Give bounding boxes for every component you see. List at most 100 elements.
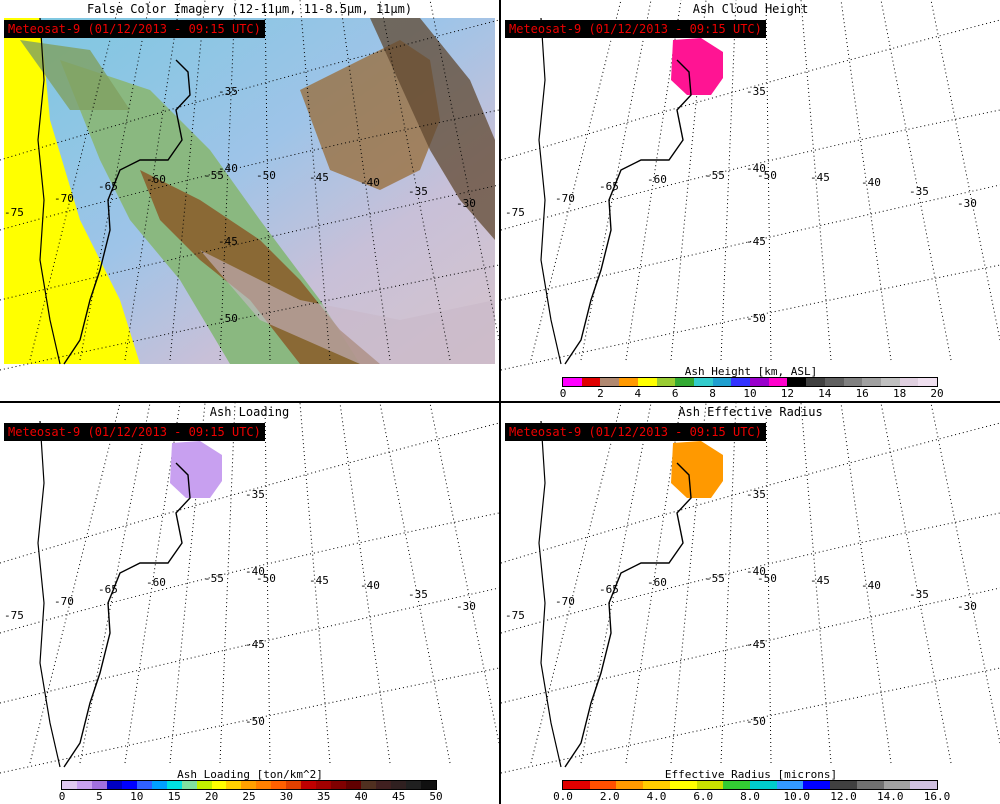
colorbar-tick-label: 4.0 <box>646 790 667 803</box>
colorbar-swatch <box>693 378 713 386</box>
colorbar-title: Ash Loading [ton/km^2] <box>177 768 323 781</box>
svg-text:-45: -45 <box>218 235 238 248</box>
colorbar-swatch <box>390 781 406 789</box>
colorbar-swatch <box>750 378 769 386</box>
colorbar-tick-label: 2 <box>597 387 604 400</box>
svg-text:-45: -45 <box>810 171 830 184</box>
colorbar-swatch <box>675 378 694 386</box>
satellite-timestamp-tag: Meteosat-9 (01/12/2013 - 09:15 UTC) <box>4 423 265 441</box>
colorbar-tick-label: 15 <box>167 790 181 803</box>
svg-text:-45: -45 <box>746 235 766 248</box>
svg-text:-60: -60 <box>146 576 166 589</box>
colorbar-swatch <box>62 781 77 789</box>
svg-text:-75: -75 <box>505 609 525 622</box>
colorbar-swatch <box>376 781 391 789</box>
ash-radius-map: -35 -40 -45 -50 -75 -70 -65 -60 -55 -50 … <box>501 403 1000 774</box>
colorbar-tick-label: 4 <box>634 387 642 400</box>
svg-text:-35: -35 <box>909 185 929 198</box>
colorbar-tick-label: 45 <box>391 790 406 803</box>
satellite-timestamp-tag: Meteosat-9 (01/12/2013 - 09:15 UTC) <box>4 20 265 38</box>
svg-text:-45: -45 <box>245 638 265 651</box>
colorbar-swatch <box>637 378 657 386</box>
svg-text:-50: -50 <box>218 312 238 325</box>
false-color-image: -35 -40 -45 -50 -75 -70 -65 -60 -55 -50 … <box>0 0 499 371</box>
svg-text:-45: -45 <box>810 574 830 587</box>
colorbar-swatch <box>331 781 347 789</box>
colorbar-tick-label: 40 <box>354 790 368 803</box>
colorbar-tick-label: 35 <box>317 790 331 803</box>
svg-text:-70: -70 <box>555 595 575 608</box>
svg-text:-35: -35 <box>245 488 265 501</box>
svg-text:-50: -50 <box>746 312 766 325</box>
colorbar-swatch <box>136 781 152 789</box>
colorbar-swatch <box>862 378 881 386</box>
svg-text:-50: -50 <box>757 169 777 182</box>
colorbar-swatch <box>787 378 807 386</box>
svg-text:-50: -50 <box>256 169 276 182</box>
colorbar-tick-label: 12.0 <box>830 790 857 803</box>
colorbar-swatch <box>271 781 287 789</box>
colorbar-swatch <box>405 781 421 789</box>
svg-text:-60: -60 <box>146 173 166 186</box>
colorbar-tick-label: 10 <box>743 387 757 400</box>
svg-text:-35: -35 <box>408 185 428 198</box>
colorbar-swatch <box>91 781 107 789</box>
ash-height-map: -35 -40 -45 -50 -75 -70 -65 -60 -55 -50 … <box>501 0 1000 371</box>
false-color-panel: -35 -40 -45 -50 -75 -70 -65 -60 -55 -50 … <box>0 0 499 401</box>
colorbar-swatch <box>856 781 884 789</box>
panel-title: Ash Loading <box>209 405 290 419</box>
panel-title: Ash Effective Radius <box>678 405 823 419</box>
colorbar-swatch <box>616 781 644 789</box>
svg-text:-40: -40 <box>218 162 238 175</box>
colorbar-swatch <box>563 781 590 789</box>
colorbar-swatch <box>600 378 620 386</box>
colorbar-swatch <box>256 781 272 789</box>
colorbar-swatch <box>563 378 582 386</box>
ash-radius-panel: -35 -40 -45 -50 -75 -70 -65 -60 -55 -50 … <box>501 403 1000 804</box>
svg-text:-45: -45 <box>746 638 766 651</box>
colorbar-swatch <box>316 781 332 789</box>
colorbar-swatch <box>226 781 242 789</box>
horizontal-divider <box>0 401 1000 403</box>
colorbar-tick-label: 16.0 <box>923 790 951 803</box>
colorbar-swatch <box>301 781 317 789</box>
colorbar-tick-label: 25 <box>242 790 256 803</box>
colorbar-swatch <box>581 378 601 386</box>
colorbar-swatch <box>346 781 362 789</box>
colorbar-swatch <box>768 378 788 386</box>
svg-text:-50: -50 <box>746 715 766 728</box>
svg-text:-65: -65 <box>599 583 619 596</box>
svg-text:-60: -60 <box>647 576 667 589</box>
colorbar-swatch <box>361 781 377 789</box>
colorbar-tick-label: 2.0 <box>599 790 620 803</box>
svg-text:-35: -35 <box>408 588 428 601</box>
colorbar-tick-label: 6 <box>671 387 679 400</box>
svg-text:-55: -55 <box>204 572 224 585</box>
svg-text:-40: -40 <box>245 565 265 578</box>
colorbar-tick-label: 6.0 <box>693 790 714 803</box>
svg-text:-70: -70 <box>555 192 575 205</box>
colorbar-title: Effective Radius [microns] <box>664 768 838 781</box>
colorbar-swatch <box>776 781 804 789</box>
colorbar-swatch <box>806 378 825 386</box>
colorbar-tick-label: 18 <box>892 387 907 400</box>
colorbar-swatch <box>106 781 122 789</box>
svg-text:-30: -30 <box>957 197 977 210</box>
svg-text:-50: -50 <box>757 572 777 585</box>
colorbar-swatch <box>166 781 182 789</box>
colorbar-swatch <box>76 781 92 789</box>
ash-loading-panel: -35 -40 -45 -50 -75 -70 -65 -60 -55 -50 … <box>0 403 499 804</box>
colorbar-tick-label: 10 <box>130 790 144 803</box>
colorbar-swatch <box>731 378 751 386</box>
colorbar-swatch <box>723 781 751 789</box>
colorbar-tick-label: 50 <box>429 790 443 803</box>
svg-text:-40: -40 <box>746 565 766 578</box>
svg-text:-75: -75 <box>505 206 525 219</box>
colorbar-swatch <box>196 781 212 789</box>
colorbar-swatch <box>824 378 844 386</box>
colorbar-tick-label: 16 <box>855 387 869 400</box>
svg-text:-35: -35 <box>746 488 766 501</box>
colorbar-swatch <box>880 378 900 386</box>
svg-text:-70: -70 <box>54 595 74 608</box>
svg-text:-75: -75 <box>4 609 24 622</box>
